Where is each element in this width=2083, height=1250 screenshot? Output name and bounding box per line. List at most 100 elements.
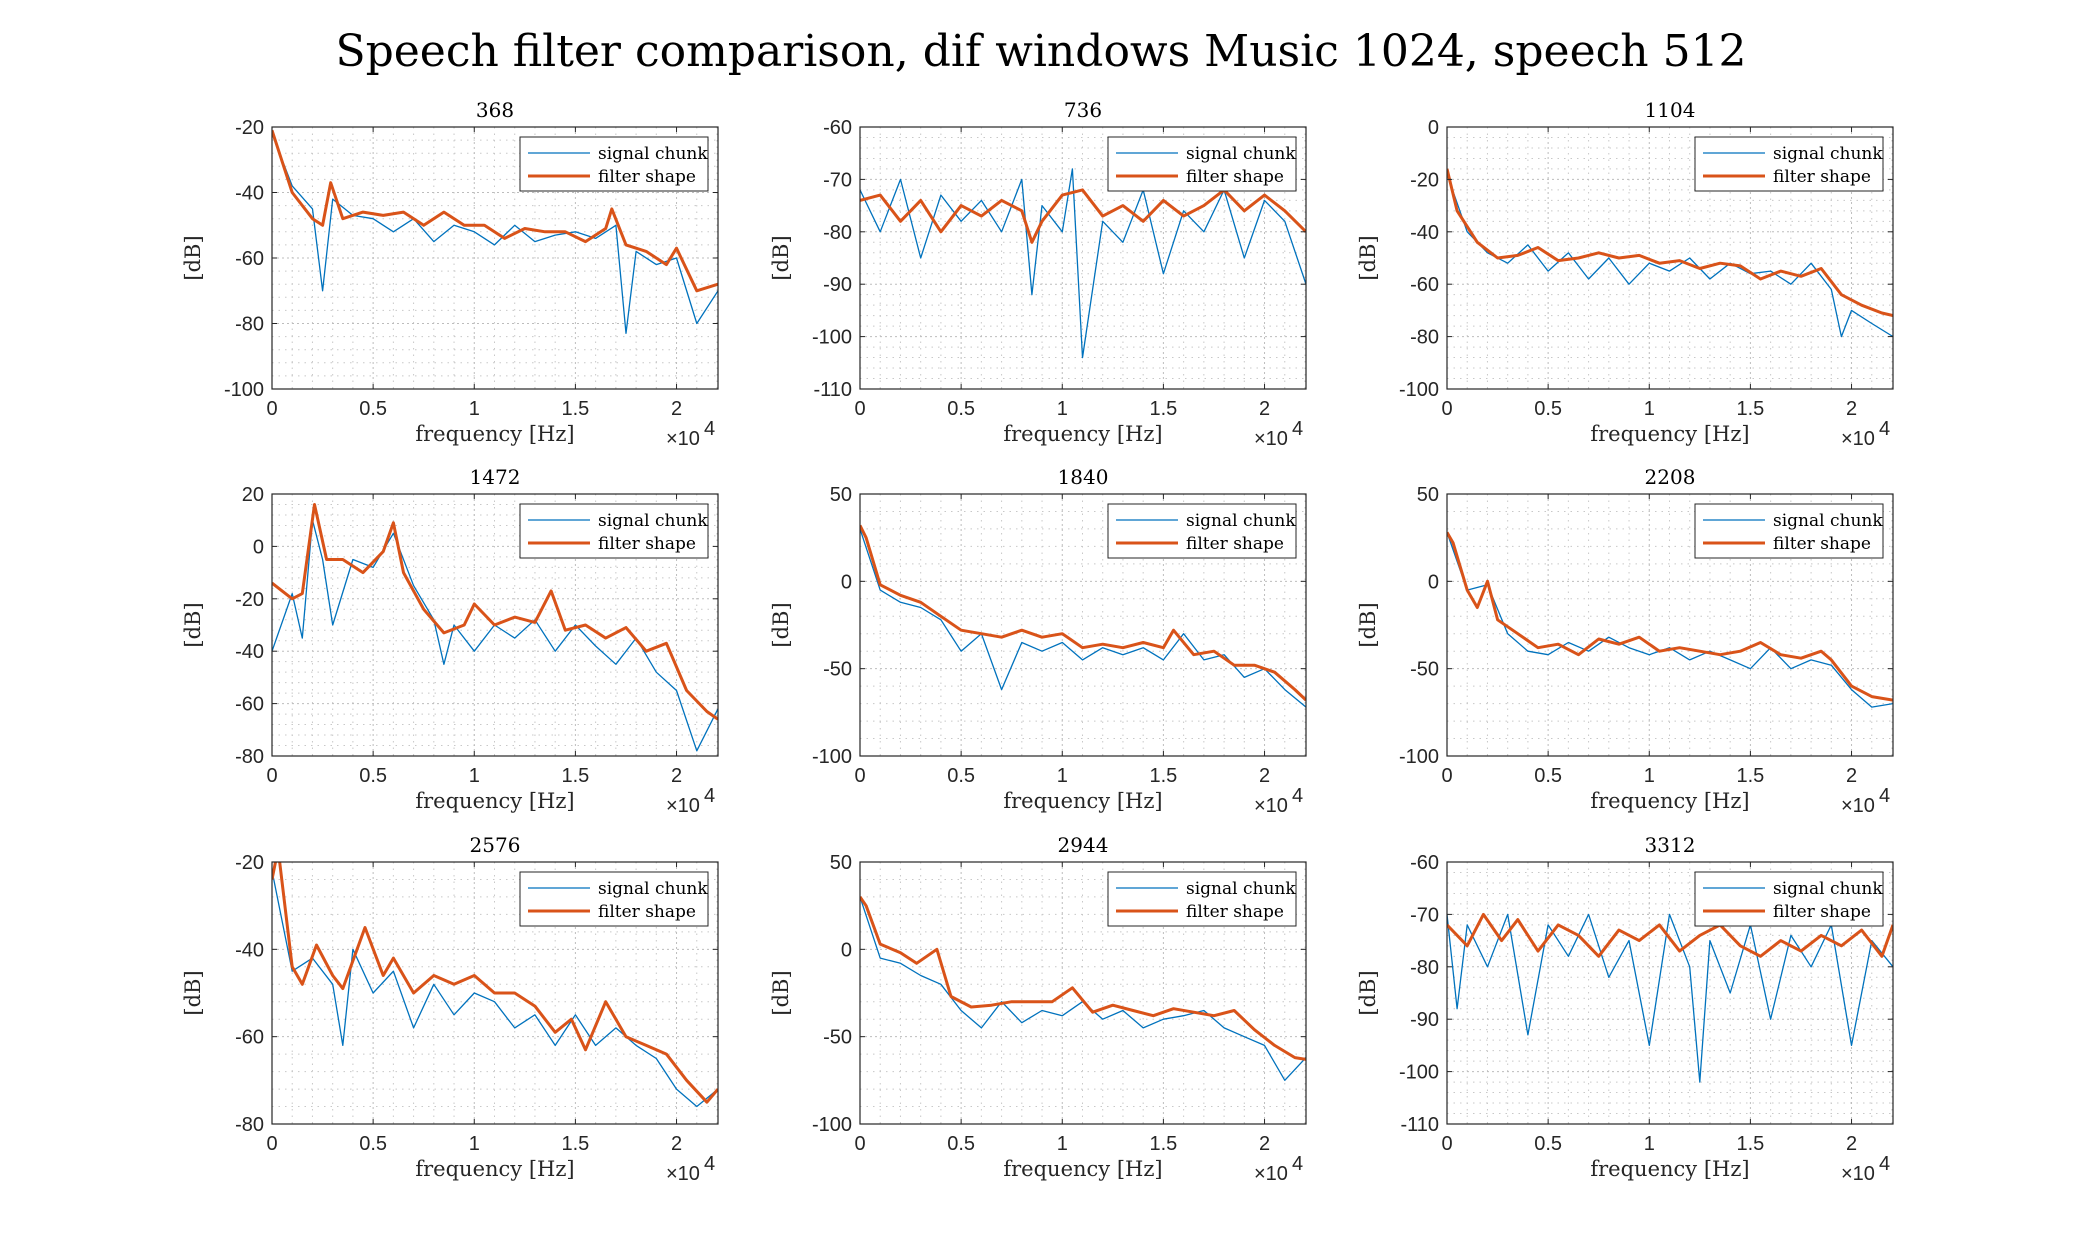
series-filter-shape [860,188,1306,244]
legend-box [519,503,709,559]
x-axis-label: frequency [Hz] [1003,422,1162,446]
x-tick-label: 1 [1644,765,1655,787]
subplot-736: 0 0.5 1 1.5 2 -110 -100 -90 -80 -70 -60 736 frequenc… [769,98,1307,450]
legend: signal chunk filter shape [1107,503,1297,559]
x-tick-label: 1.5 [561,1133,589,1155]
y-tick-label: 0 [1428,117,1439,139]
axes-box [271,861,719,1125]
x-axis-label: frequency [Hz] [1003,1157,1162,1181]
y-tick-label: -60 [235,248,264,270]
x-axis-multiplier: ×10 [666,1163,700,1185]
x-axis-multiplier: ×10 [1254,428,1288,450]
y-tick-label: -80 [1410,327,1439,349]
legend-label: signal chunk [598,879,708,899]
x-tick-label: 1.5 [1736,765,1764,787]
x-axis-label: frequency [Hz] [1590,422,1749,446]
x-tick-label: 0 [854,398,865,420]
y-tick-label: -40 [1410,222,1439,244]
subplot-title: 368 [476,98,514,122]
legend-label: filter shape [1186,902,1284,922]
x-tick-label: 1.5 [1149,1133,1177,1155]
y-tick-label: -60 [1410,852,1439,874]
subplot-title: 1840 [1058,465,1109,489]
x-tick-label: 2 [671,1133,682,1155]
subplot-title: 3312 [1645,833,1696,857]
x-tick-label: 0.5 [359,1133,387,1155]
x-axis-multiplier-exponent: 4 [1879,1153,1890,1175]
x-axis-multiplier-exponent: 4 [704,1153,715,1175]
series-filter-shape [1447,912,1893,958]
x-tick-label: 2 [1846,398,1857,420]
series-filter-shape [272,862,718,1104]
series-filter-shape [272,129,718,293]
y-tick-label: -80 [823,222,852,244]
y-tick-label: -40 [235,939,264,961]
y-tick-label: -50 [1410,659,1439,681]
axes-box [1446,493,1894,757]
subplot-title: 1104 [1645,98,1696,122]
y-tick-label: 50 [1417,484,1439,506]
x-axis-multiplier-exponent: 4 [1292,1153,1303,1175]
legend: signal chunk filter shape [1694,871,1884,927]
y-tick-label: -50 [823,659,852,681]
y-axis-label: [dB] [1356,970,1380,1015]
y-tick-label: 0 [841,571,852,593]
x-tick-label: 0.5 [1534,398,1562,420]
legend: signal chunk filter shape [519,871,709,927]
x-tick-label: 1.5 [561,398,589,420]
x-tick-label: 1 [1057,398,1068,420]
legend-label: signal chunk [598,511,708,531]
axes-box [1446,126,1894,390]
series-filter-shape [272,503,718,721]
y-tick-label: -60 [823,117,852,139]
series-signal-chunk [1447,913,1893,1083]
x-tick-label: 2 [1259,1133,1270,1155]
x-tick-label: 1 [1644,1133,1655,1155]
x-tick-label: 0 [854,1133,865,1155]
y-tick-label: -40 [235,183,264,205]
x-tick-label: 1 [469,765,480,787]
y-axis-label: [dB] [769,970,793,1015]
legend-label: signal chunk [1773,879,1883,899]
series-signal-chunk [1447,532,1893,708]
axes-box [271,493,719,757]
major-grid [1447,494,1893,756]
y-tick-label: -100 [812,746,852,768]
figure-title: Speech filter comparison, dif windows Mu… [335,26,1746,77]
legend-box [519,136,709,192]
subplot-368: 0 0.5 1 1.5 2 -100 -80 -60 -40 -20 368 frequency [H… [181,98,719,450]
y-tick-label: -50 [823,1027,852,1049]
y-tick-label: -70 [823,169,852,191]
x-axis-label: frequency [Hz] [1003,789,1162,813]
series-filter-shape [1447,168,1893,318]
legend-label: signal chunk [1773,144,1883,164]
x-tick-label: 0.5 [947,1133,975,1155]
legend-label: filter shape [1186,534,1284,554]
y-tick-label: -90 [823,274,852,296]
x-axis-multiplier: ×10 [1254,1163,1288,1185]
subplot-2576: 0 0.5 1 1.5 2 -80 -60 -40 -20 2576 frequency [Hz] [… [181,833,719,1185]
series-filter-shape [860,524,1306,702]
x-axis-multiplier-exponent: 4 [1879,785,1890,807]
x-tick-label: 0 [1441,398,1452,420]
x-tick-label: 0 [1441,765,1452,787]
y-tick-label: 0 [841,939,852,961]
x-tick-label: 1 [469,398,480,420]
y-tick-label: 0 [253,536,264,558]
x-axis-multiplier-exponent: 4 [704,418,715,440]
y-tick-label: 0 [1428,571,1439,593]
legend: signal chunk filter shape [1694,136,1884,192]
legend-label: signal chunk [1773,511,1883,531]
x-tick-label: 0 [266,765,277,787]
x-axis-multiplier: ×10 [1841,428,1875,450]
legend-box [1107,136,1297,192]
x-tick-label: 0 [1441,1133,1452,1155]
x-tick-label: 2 [1846,765,1857,787]
x-axis-multiplier-exponent: 4 [704,785,715,807]
subplot-1472: 0 0.5 1 1.5 2 -80 -60 -40 -20 0 20 1472 frequency [H… [181,465,719,817]
y-tick-label: -100 [224,379,264,401]
legend-label: signal chunk [1186,144,1296,164]
series-signal-chunk [272,870,718,1108]
subplot-title: 2208 [1645,465,1696,489]
x-tick-label: 2 [1259,765,1270,787]
